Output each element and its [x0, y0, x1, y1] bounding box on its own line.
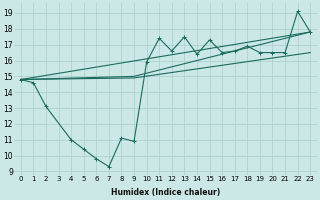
- X-axis label: Humidex (Indice chaleur): Humidex (Indice chaleur): [111, 188, 220, 197]
